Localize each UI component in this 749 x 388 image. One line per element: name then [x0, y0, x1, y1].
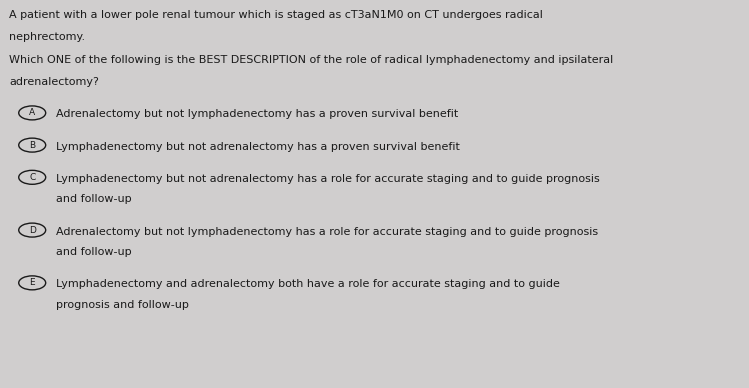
Text: E: E [29, 278, 35, 288]
Text: B: B [29, 140, 35, 150]
Text: adrenalectomy?: adrenalectomy? [9, 77, 99, 87]
Text: and follow-up: and follow-up [56, 194, 132, 204]
Text: C: C [29, 173, 35, 182]
Text: A patient with a lower pole renal tumour which is staged as cT3aN1M0 on CT under: A patient with a lower pole renal tumour… [9, 10, 543, 20]
Text: nephrectomy.: nephrectomy. [9, 32, 85, 42]
Text: Adrenalectomy but not lymphadenectomy has a role for accurate staging and to gui: Adrenalectomy but not lymphadenectomy ha… [56, 227, 598, 237]
Text: prognosis and follow-up: prognosis and follow-up [56, 300, 189, 310]
Text: Lymphadenectomy but not adrenalectomy has a role for accurate staging and to gui: Lymphadenectomy but not adrenalectomy ha… [56, 174, 600, 184]
Text: Lymphadenectomy and adrenalectomy both have a role for accurate staging and to g: Lymphadenectomy and adrenalectomy both h… [56, 279, 560, 289]
Text: Lymphadenectomy but not adrenalectomy has a proven survival benefit: Lymphadenectomy but not adrenalectomy ha… [56, 142, 460, 152]
Text: Adrenalectomy but not lymphadenectomy has a proven survival benefit: Adrenalectomy but not lymphadenectomy ha… [56, 109, 458, 120]
Text: A: A [29, 108, 35, 118]
Text: D: D [28, 225, 36, 235]
Text: Which ONE of the following is the BEST DESCRIPTION of the role of radical lympha: Which ONE of the following is the BEST D… [9, 55, 613, 65]
Text: and follow-up: and follow-up [56, 247, 132, 257]
